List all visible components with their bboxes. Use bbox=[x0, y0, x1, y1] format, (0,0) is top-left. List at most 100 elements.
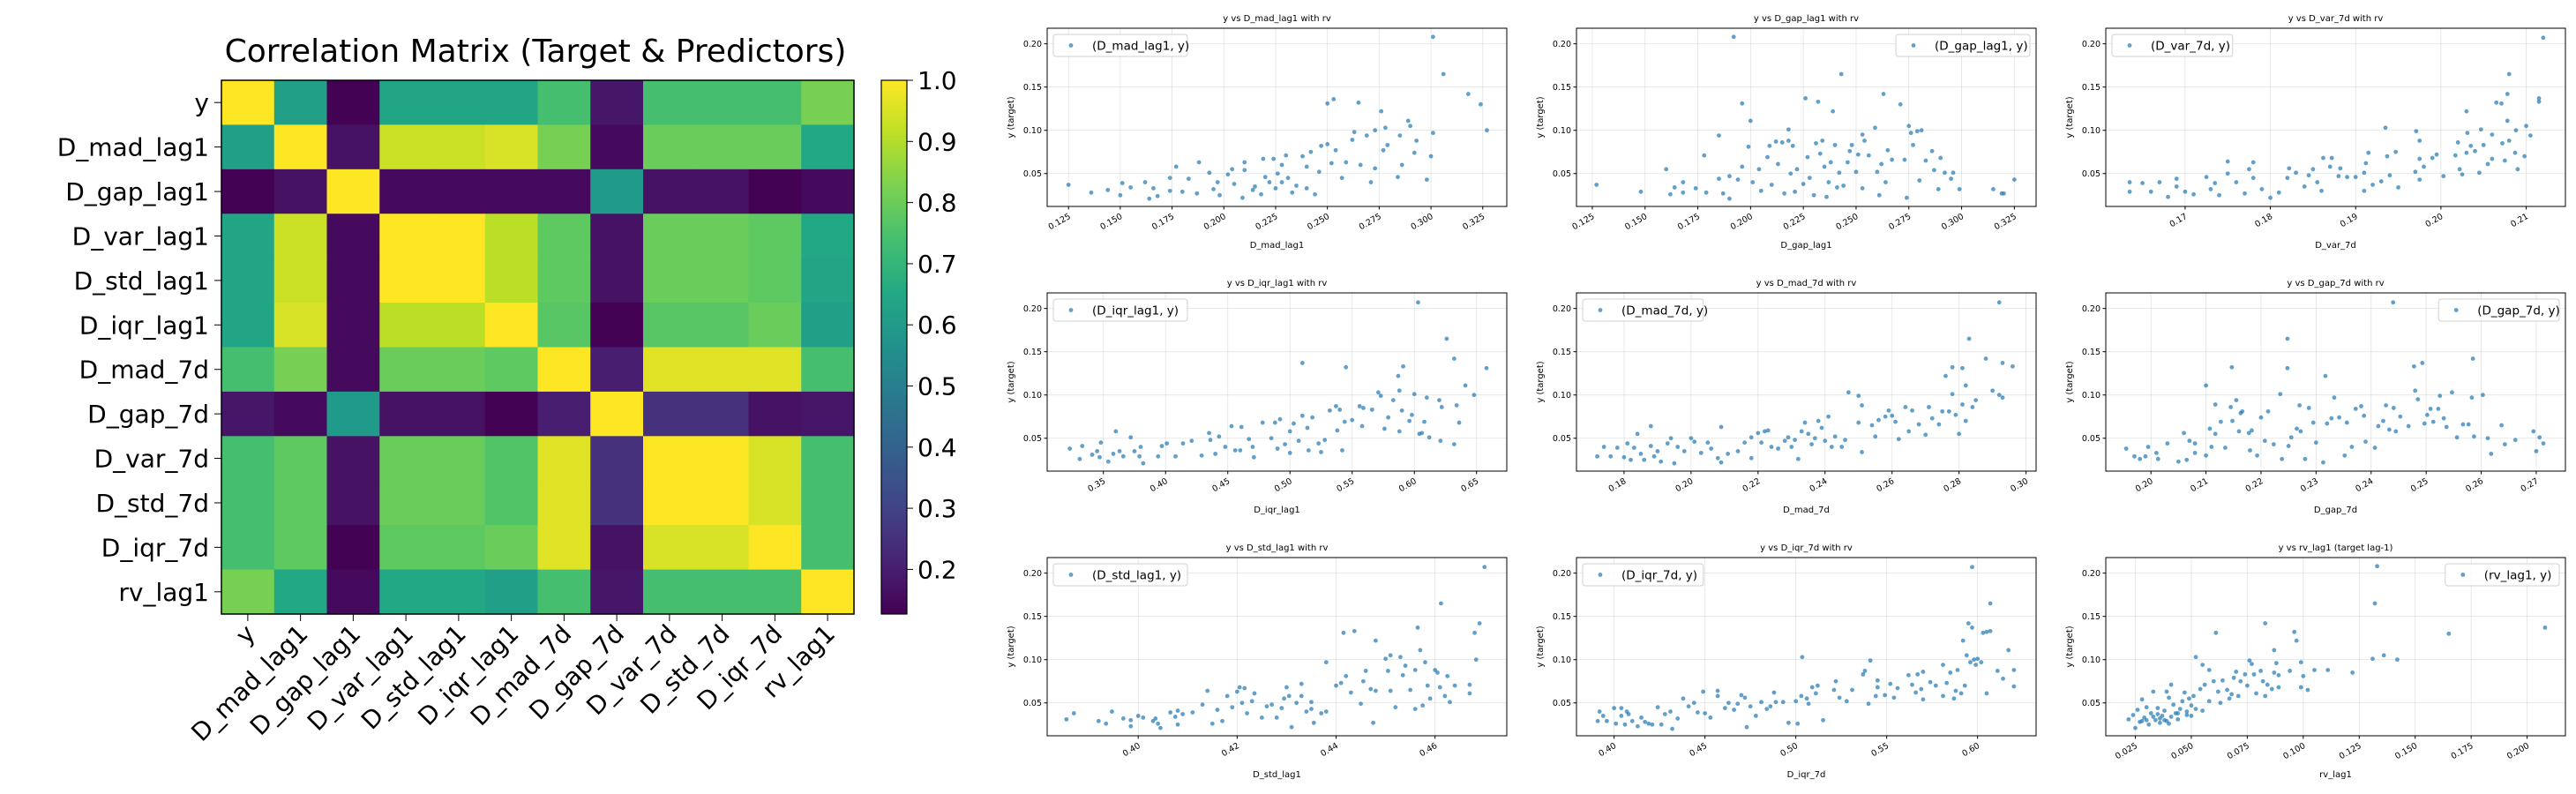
axes-frame bbox=[1576, 292, 2037, 472]
scatter-point bbox=[1975, 656, 1981, 662]
heatmap-row-label: D_var_lag1 bbox=[72, 221, 209, 251]
scatter-point bbox=[2485, 436, 2490, 441]
scatter-point bbox=[1299, 681, 1304, 686]
scatter-point bbox=[1811, 192, 1816, 198]
scatter-point bbox=[1425, 683, 1430, 688]
scatter-point bbox=[1638, 451, 1644, 456]
scatter-point bbox=[1341, 630, 1346, 635]
scatter-point bbox=[1077, 456, 1082, 461]
scatter-point bbox=[1719, 424, 1724, 430]
x-tick-label: 0.025 bbox=[2114, 741, 2139, 761]
y-tick-label: 0.20 bbox=[2082, 304, 2100, 314]
y-tick-label: 0.10 bbox=[1553, 655, 1571, 665]
scatter-point bbox=[1940, 408, 1945, 414]
scatter-point bbox=[1927, 405, 1931, 409]
legend-label: (D_mad_7d, y) bbox=[1621, 304, 1708, 318]
x-tick-label: 0.60 bbox=[1397, 476, 1419, 494]
scatter-point bbox=[1275, 171, 1280, 176]
scatter-point bbox=[2265, 408, 2271, 414]
scatter-point bbox=[2329, 155, 2334, 161]
scatter-point bbox=[1167, 176, 1172, 181]
heatmap-cell bbox=[537, 258, 591, 303]
scatter-point bbox=[1431, 131, 1435, 136]
heatmap-cell bbox=[484, 80, 539, 126]
scatter-point bbox=[2499, 101, 2504, 106]
scatter-point bbox=[1862, 139, 1867, 143]
scatter-point bbox=[1242, 685, 1247, 691]
scatter-point bbox=[2133, 725, 2138, 730]
scatter-plot-D_gap_7d: y vs D_gap_7d with rv 0.20 0.21 0.22 0.23 0.2… bbox=[2065, 279, 2566, 515]
heatmap-cell bbox=[748, 169, 802, 214]
scatter-point bbox=[1342, 419, 1347, 424]
scatter-point bbox=[1996, 300, 2002, 305]
scatter-point bbox=[1659, 459, 1664, 464]
scatter-point bbox=[1769, 183, 1774, 187]
scatter-point bbox=[1614, 446, 1620, 450]
scatter-point bbox=[1799, 693, 1804, 699]
scatter-point bbox=[2229, 692, 2235, 697]
heatmap-cell bbox=[643, 569, 697, 615]
scatter-point bbox=[2171, 702, 2176, 708]
scatter-point bbox=[1817, 151, 1823, 156]
scatter-point bbox=[1981, 630, 1986, 635]
scatter-point bbox=[2153, 717, 2158, 723]
heatmap-cell bbox=[590, 569, 644, 615]
scatter-point bbox=[1860, 186, 1865, 191]
scatter-point bbox=[2148, 711, 2153, 715]
scatter-point bbox=[1350, 138, 1355, 142]
heatmap-cell bbox=[432, 525, 486, 571]
scatter-point bbox=[1923, 158, 1928, 163]
scatter-point bbox=[1368, 686, 1374, 692]
scatter-point bbox=[1995, 669, 2000, 673]
x-tick-label: 0.35 bbox=[1086, 476, 1107, 494]
scatter-plot-D_mad_lag1: y vs D_mad_lag1 with rv 0.125 0.150 0.175 0.… bbox=[1007, 14, 1508, 251]
heatmap-cell bbox=[590, 525, 644, 571]
scatter-point bbox=[1984, 691, 1989, 696]
scatter-point bbox=[1991, 186, 1996, 191]
scatter-point bbox=[1824, 194, 1829, 199]
scatter-point bbox=[1948, 670, 1953, 675]
scatter-point bbox=[1230, 705, 1235, 710]
scatter-point bbox=[2204, 383, 2208, 388]
scatter-point bbox=[1767, 143, 1772, 148]
x-tick-label: 0.125 bbox=[1570, 212, 1596, 232]
scatter-point bbox=[2146, 722, 2152, 727]
heatmap-cell bbox=[537, 213, 591, 259]
scatter-point bbox=[2312, 668, 2317, 672]
x-axis-label: D_iqr_7d bbox=[1787, 770, 1826, 780]
legend-marker bbox=[1598, 308, 1603, 312]
scatter-point bbox=[1397, 388, 1402, 393]
scatter-point bbox=[1424, 177, 1429, 183]
scatter-point bbox=[1267, 180, 1272, 184]
heatmap-cell bbox=[537, 303, 591, 348]
legend-box bbox=[2437, 298, 2560, 322]
scatter-point bbox=[1224, 693, 1230, 699]
scatter-point bbox=[1847, 148, 1853, 154]
scatter-point bbox=[1423, 660, 1427, 665]
scatter-point bbox=[1156, 721, 1161, 726]
scatter-point bbox=[1793, 438, 1797, 443]
scatter-point bbox=[2301, 673, 2306, 678]
scatter-point bbox=[1837, 695, 1842, 700]
heatmap-cell bbox=[801, 436, 855, 482]
heatmap-cell bbox=[484, 525, 539, 571]
scatter-point bbox=[2183, 189, 2188, 194]
scatter-point bbox=[1234, 689, 1239, 694]
scatter-point bbox=[1071, 711, 1076, 715]
scatter-point bbox=[1290, 190, 1295, 195]
scatter-point bbox=[1841, 184, 1846, 188]
scatter-point bbox=[1279, 180, 1284, 184]
y-tick-label: 0.15 bbox=[1553, 348, 1571, 357]
heatmap-cell bbox=[484, 258, 539, 303]
subplot-title: y vs D_mad_7d with rv bbox=[1756, 279, 1857, 288]
scatter-point bbox=[1771, 690, 1777, 695]
scatter-point bbox=[1860, 450, 1864, 454]
heatmap-cell bbox=[326, 124, 380, 170]
scatter-point bbox=[1113, 429, 1119, 434]
scatter-point bbox=[1970, 405, 1975, 409]
scatter-point bbox=[1779, 140, 1785, 145]
scatter-point bbox=[1331, 97, 1337, 101]
x-tick-label: 0.45 bbox=[1210, 476, 1232, 494]
scatter-point bbox=[1902, 157, 1907, 162]
scatter-point bbox=[1941, 693, 1945, 699]
